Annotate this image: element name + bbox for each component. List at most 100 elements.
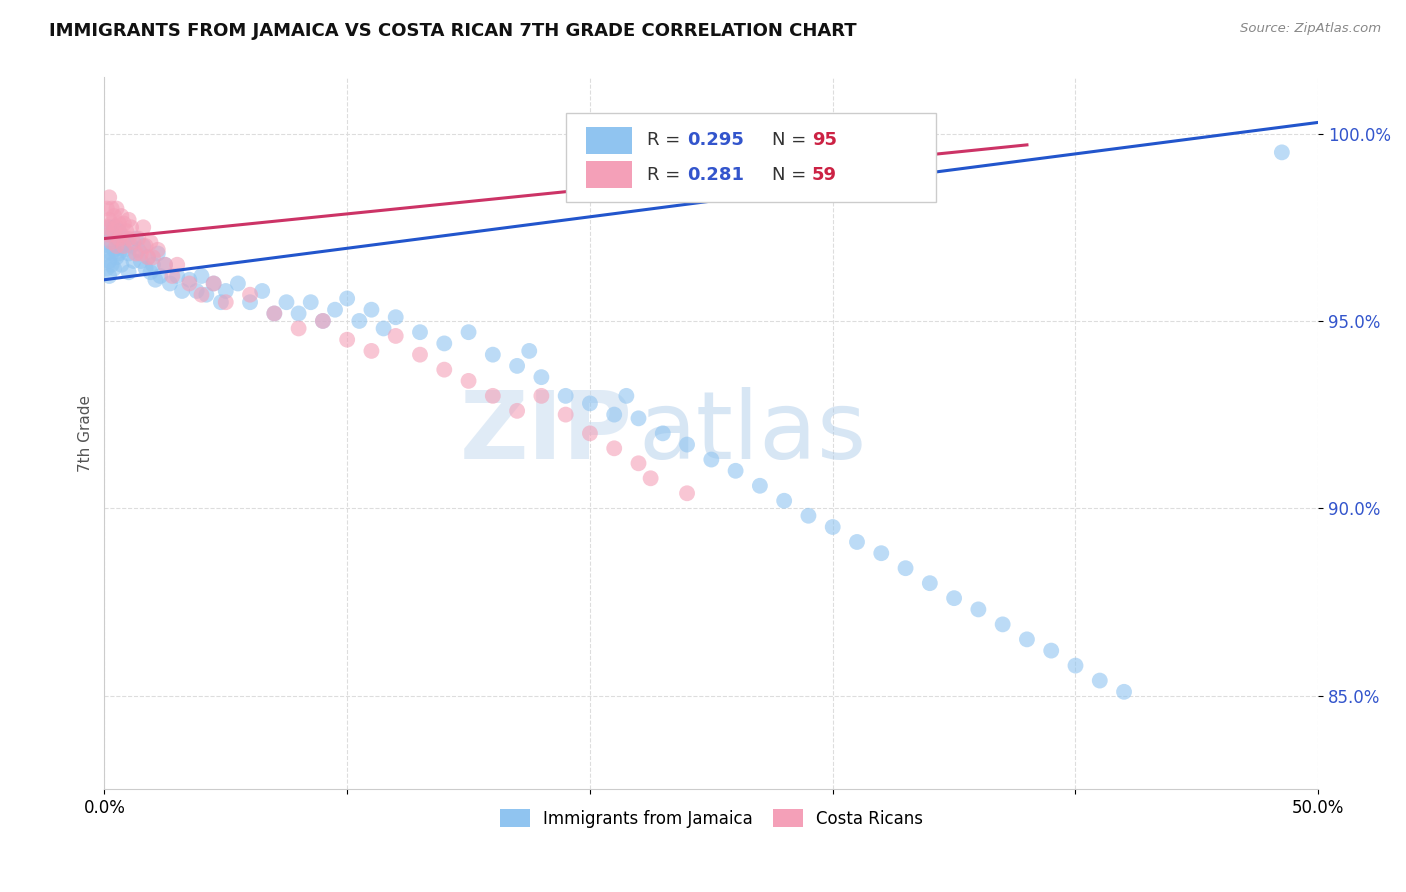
Point [312, 314, 335, 328]
Point [457, 325, 479, 339]
Point [108, 231, 131, 245]
Point [112, 217, 135, 231]
Point [943, 591, 966, 606]
Point [103, 224, 125, 238]
Point [202, 277, 225, 291]
Point [98, 220, 121, 235]
Point [98, 254, 121, 268]
Point [120, 220, 142, 235]
Point [676, 437, 699, 451]
Point [991, 617, 1014, 632]
Point [139, 235, 162, 250]
Point [821, 520, 844, 534]
Point [239, 287, 262, 301]
Point [103, 261, 125, 276]
Point [118, 231, 141, 245]
Point [145, 273, 167, 287]
Point [146, 243, 169, 257]
Point [142, 250, 165, 264]
Point [202, 277, 225, 291]
Point [579, 396, 602, 410]
Point [118, 212, 141, 227]
Point [96, 261, 118, 276]
Point [132, 220, 155, 235]
Point [263, 306, 285, 320]
Point [153, 258, 176, 272]
Legend: Immigrants from Jamaica, Costa Ricans: Immigrants from Jamaica, Costa Ricans [494, 803, 929, 834]
Point [127, 243, 149, 257]
Point [100, 258, 122, 272]
Point [409, 325, 432, 339]
Point [1112, 685, 1135, 699]
Point [127, 231, 149, 245]
Point [115, 224, 138, 238]
Point [139, 265, 162, 279]
Point [108, 217, 131, 231]
Point [110, 209, 132, 223]
Point [554, 408, 576, 422]
Point [287, 321, 309, 335]
Point [195, 287, 218, 301]
Point [748, 479, 770, 493]
Text: 0.295: 0.295 [688, 131, 744, 149]
Point [276, 295, 298, 310]
Y-axis label: 7th Grade: 7th Grade [79, 395, 93, 472]
Text: ZIP: ZIP [460, 387, 633, 479]
Point [215, 295, 238, 310]
Point [700, 452, 723, 467]
Point [125, 231, 148, 245]
Point [135, 261, 157, 276]
Text: R =: R = [647, 131, 686, 149]
Point [146, 246, 169, 260]
Point [409, 348, 432, 362]
Point [108, 246, 131, 260]
Point [110, 239, 132, 253]
Point [336, 333, 359, 347]
Text: N =: N = [772, 131, 813, 149]
Bar [586, 127, 633, 153]
FancyBboxPatch shape [565, 113, 936, 202]
Text: N =: N = [772, 166, 813, 184]
Point [384, 310, 406, 325]
Point [1040, 643, 1063, 657]
Point [250, 284, 273, 298]
Point [239, 295, 262, 310]
Point [373, 321, 395, 335]
Point [118, 246, 141, 260]
Point [967, 602, 990, 616]
Point [166, 258, 188, 272]
Point [506, 404, 529, 418]
Point [142, 258, 165, 272]
Point [112, 243, 135, 257]
Text: 95: 95 [813, 131, 837, 149]
Point [384, 329, 406, 343]
Point [122, 254, 145, 268]
Point [108, 224, 131, 238]
Point [209, 295, 232, 310]
Point [98, 239, 121, 253]
Point [676, 486, 699, 500]
Point [1271, 145, 1294, 160]
Point [135, 239, 157, 253]
Point [482, 348, 505, 362]
Point [226, 277, 249, 291]
Point [433, 336, 456, 351]
Point [215, 284, 238, 298]
Point [530, 370, 553, 384]
Point [640, 471, 662, 485]
Point [870, 546, 893, 560]
Point [105, 239, 128, 253]
Point [100, 217, 122, 231]
Point [482, 389, 505, 403]
Point [651, 426, 673, 441]
Point [149, 268, 172, 283]
Point [554, 389, 576, 403]
Point [287, 306, 309, 320]
Point [603, 408, 626, 422]
Bar [586, 161, 633, 188]
Point [136, 250, 159, 264]
Point [773, 493, 796, 508]
Text: Source: ZipAtlas.com: Source: ZipAtlas.com [1240, 22, 1381, 36]
Point [100, 246, 122, 260]
Point [360, 302, 382, 317]
